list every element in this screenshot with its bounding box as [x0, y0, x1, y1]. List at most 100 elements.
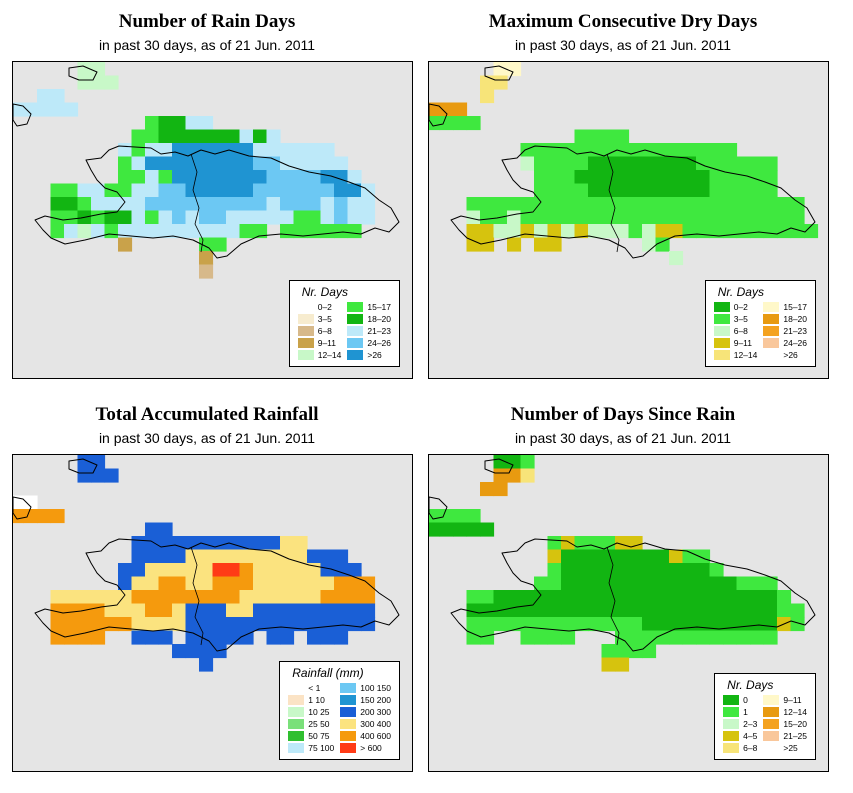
grid-cell: [763, 210, 778, 225]
grid-cell: [347, 183, 362, 198]
grid-cell: [534, 590, 549, 605]
legend-item: 1: [723, 706, 757, 718]
legend-item: 21–25: [763, 730, 807, 742]
grid-cell: [709, 563, 724, 578]
legend-label: < 1: [308, 683, 321, 693]
panel-days-since-rain: Number of Days Since Rain in past 30 day…: [416, 393, 830, 783]
grid-cell: [253, 576, 268, 591]
legend-swatch: [763, 743, 780, 753]
grid-cell: [642, 617, 657, 632]
grid-cell: [239, 536, 254, 551]
grid-cell: [320, 210, 335, 225]
legend: Rainfall (mm) < 1 1 10 10 25 25 50 50 75 75 1…: [279, 661, 400, 760]
grid-cell: [669, 617, 684, 632]
grid-cell: [601, 644, 616, 659]
legend-item: 2–3: [723, 718, 757, 730]
grid-cell: [601, 549, 616, 564]
grid-cell: [520, 590, 535, 605]
grid-cell: [185, 197, 200, 212]
grid-cell: [723, 590, 738, 605]
legend-label: 0: [743, 695, 748, 705]
grid-cell: [226, 129, 241, 144]
legend-swatch: [347, 350, 364, 360]
legend-item: 21–23: [763, 325, 807, 337]
grid-cell: [709, 183, 724, 198]
grid-cell: [588, 224, 603, 239]
grid-cell: [199, 170, 214, 185]
legend-item: >25: [763, 742, 807, 754]
grid-cell: [185, 129, 200, 144]
grid-cell: [642, 183, 657, 198]
grid-cell: [145, 210, 160, 225]
grid-cell: [64, 630, 79, 645]
legend-swatch: [713, 350, 730, 360]
grid-cell: [293, 210, 308, 225]
legend-item: 15–17: [763, 301, 807, 313]
grid-cell: [253, 197, 268, 212]
grid-cell: [307, 603, 322, 618]
grid-cell: [601, 156, 616, 171]
legend-swatch: [288, 707, 305, 717]
grid-cell: [118, 170, 133, 185]
grid-cell: [669, 224, 684, 239]
grid-cell: [682, 630, 697, 645]
grid-cell: [682, 549, 697, 564]
grid-cell: [736, 224, 751, 239]
grid-cell: [682, 563, 697, 578]
grid-cell: [601, 617, 616, 632]
grid-cell: [777, 210, 792, 225]
grid-cell: [561, 197, 576, 212]
grid-cell: [104, 75, 119, 90]
grid-cell: [13, 495, 25, 510]
grid-cell: [669, 156, 684, 171]
grid-cell: [615, 143, 630, 158]
legend-swatch: [288, 719, 305, 729]
grid-cell: [669, 590, 684, 605]
grid-cell: [601, 170, 616, 185]
grid-cell: [574, 603, 589, 618]
grid-cell: [534, 617, 549, 632]
grid-cell: [547, 603, 562, 618]
grid-cell: [547, 170, 562, 185]
grid-cell: [615, 657, 630, 672]
grid-cell: [615, 563, 630, 578]
grid-cell: [158, 617, 173, 632]
grid-cell: [199, 549, 214, 564]
grid-cell: [145, 617, 160, 632]
grid-cell: [226, 143, 241, 158]
grid-cell: [669, 197, 684, 212]
grid-cell: [547, 590, 562, 605]
grid-cell: [777, 197, 792, 212]
grid-cell: [293, 143, 308, 158]
legend-item: 3–5: [713, 313, 758, 325]
grid-cell: [615, 536, 630, 551]
grid-cell: [655, 170, 670, 185]
grid-cell: [507, 468, 522, 483]
legend-item: 6–8: [723, 742, 757, 754]
grid-cell: [266, 603, 281, 618]
grid-cell: [293, 590, 308, 605]
grid-cell: [131, 590, 146, 605]
grid-cell: [280, 224, 295, 239]
grid-cell: [642, 630, 657, 645]
grid-cell: [466, 590, 481, 605]
grid-cell: [588, 590, 603, 605]
grid-cell: [763, 197, 778, 212]
grid-cell: [655, 143, 670, 158]
grid-cell: [547, 549, 562, 564]
grid-cell: [429, 509, 441, 524]
grid-cell: [158, 210, 173, 225]
grid-cell: [628, 536, 643, 551]
grid-cell: [655, 156, 670, 171]
grid-cell: [280, 210, 295, 225]
grid-cell: [37, 102, 52, 117]
grid-cell: [696, 143, 711, 158]
legend-label: 4–5: [743, 731, 758, 741]
grid-cell: [520, 197, 535, 212]
grid-cell: [750, 576, 765, 591]
grid-cell: [682, 210, 697, 225]
coastline: [34, 538, 400, 652]
grid-cell: [253, 170, 268, 185]
grid-cell: [199, 264, 214, 279]
grid-cell: [429, 116, 441, 131]
